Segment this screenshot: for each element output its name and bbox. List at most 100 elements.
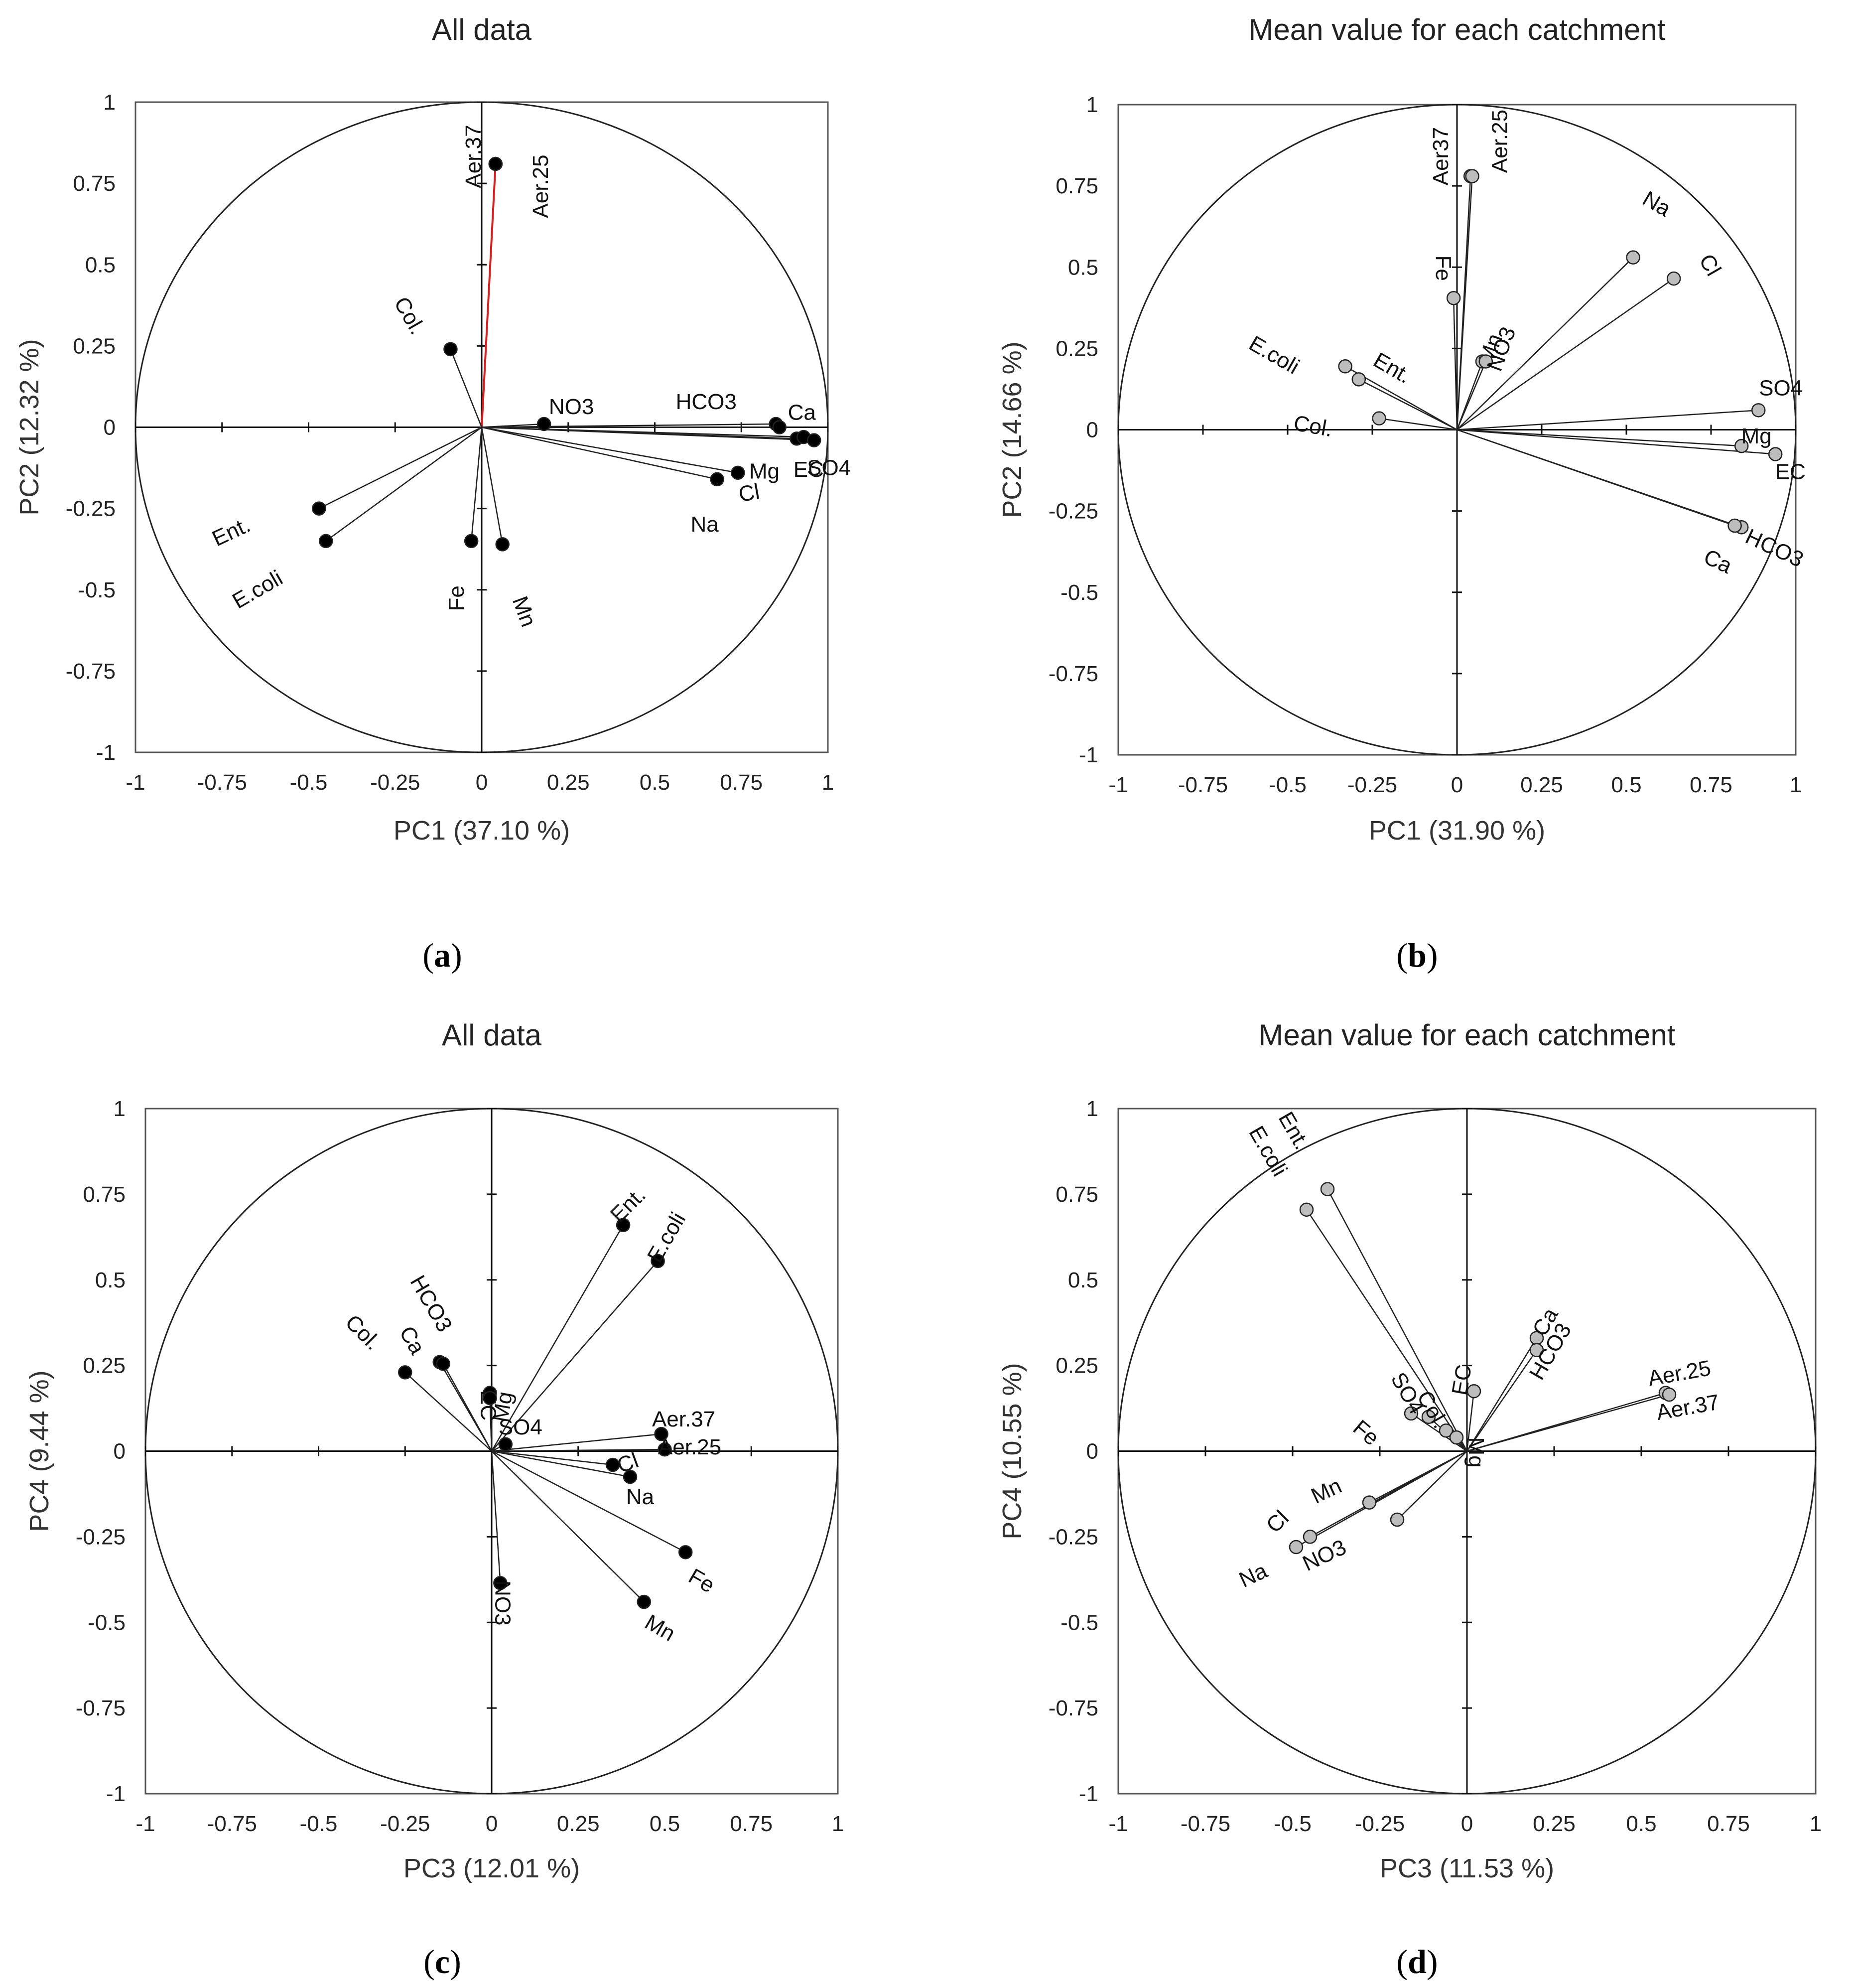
loading-vector bbox=[1456, 429, 1776, 455]
y-tick-label: 0.75 bbox=[83, 1182, 126, 1207]
y-tick-label: 0.25 bbox=[1056, 1354, 1098, 1378]
loading-vector bbox=[1456, 278, 1674, 430]
data-label: Na bbox=[626, 1485, 655, 1509]
y-tick-label: -0.5 bbox=[1060, 1610, 1098, 1635]
loading-vector bbox=[491, 1261, 659, 1452]
loading-vector bbox=[442, 1363, 493, 1452]
data-point bbox=[398, 1365, 412, 1380]
loading-vector bbox=[1306, 1209, 1468, 1452]
data-point bbox=[678, 1545, 693, 1560]
loading-vector bbox=[491, 1451, 501, 1583]
loading-vector bbox=[404, 1372, 492, 1452]
x-tick-label: 0.5 bbox=[650, 1812, 680, 1836]
chart-title: All data bbox=[432, 13, 532, 46]
x-tick-label: -0.5 bbox=[290, 770, 328, 795]
data-point bbox=[319, 534, 333, 549]
y-tick-label: -0.25 bbox=[1049, 1525, 1098, 1549]
data-point bbox=[536, 417, 551, 431]
data-point bbox=[436, 1356, 450, 1371]
data-point bbox=[1338, 359, 1352, 374]
x-tick-label: 0.5 bbox=[640, 770, 670, 795]
data-point bbox=[1751, 403, 1766, 418]
y-tick-label: 0 bbox=[114, 1439, 126, 1464]
data-point bbox=[498, 1437, 513, 1451]
data-point bbox=[1446, 290, 1461, 305]
loading-vector bbox=[489, 1398, 493, 1451]
x-tick-label: 0 bbox=[1451, 773, 1463, 797]
data-label: Aer.25 bbox=[1488, 110, 1512, 173]
loading-vector bbox=[1466, 1349, 1538, 1452]
data-point bbox=[637, 1594, 652, 1609]
x-tick-label: -0.25 bbox=[380, 1812, 430, 1836]
loading-vector bbox=[1453, 298, 1458, 430]
data-point bbox=[464, 534, 479, 549]
data-label: SO4 bbox=[499, 1415, 542, 1439]
y-tick-label: 0.25 bbox=[1056, 336, 1098, 361]
x-axis-label: PC3 (11.53 %) bbox=[1380, 1853, 1554, 1883]
data-point bbox=[443, 342, 458, 357]
y-tick-label: -1 bbox=[106, 1782, 126, 1806]
data-label: NO3 bbox=[490, 1580, 515, 1625]
x-tick-label: 0.25 bbox=[557, 1812, 600, 1836]
x-tick-label: -0.5 bbox=[300, 1812, 338, 1836]
data-point bbox=[1727, 518, 1742, 533]
data-label: HCO3 bbox=[676, 390, 737, 414]
loading-vector bbox=[1296, 1450, 1467, 1548]
x-tick-label: -0.25 bbox=[1347, 773, 1397, 797]
y-tick-label: 0.75 bbox=[73, 171, 116, 196]
y-tick-label: 1 bbox=[104, 90, 116, 115]
loading-vector bbox=[491, 1450, 686, 1553]
x-tick-label: 0.75 bbox=[730, 1812, 773, 1836]
data-label: Aer.37 bbox=[652, 1407, 715, 1431]
data-point bbox=[654, 1426, 668, 1441]
loading-vector bbox=[491, 1433, 662, 1452]
loading-vector bbox=[481, 426, 814, 441]
data-label: Fe bbox=[1431, 256, 1456, 281]
data-point bbox=[1303, 1530, 1318, 1544]
y-tick-label: 0.75 bbox=[1056, 1182, 1098, 1207]
data-label: Cl bbox=[737, 479, 761, 507]
x-tick-label: 1 bbox=[1810, 1812, 1822, 1836]
data-point bbox=[312, 501, 326, 516]
data-label: Fe bbox=[444, 585, 469, 611]
data-point bbox=[1372, 411, 1386, 426]
data-point bbox=[772, 420, 787, 434]
loading-vector bbox=[481, 427, 503, 545]
y-tick-label: -0.75 bbox=[76, 1696, 126, 1720]
loading-vector bbox=[470, 427, 483, 541]
y-tick-label: 0 bbox=[1086, 418, 1098, 442]
loading-vector bbox=[1456, 429, 1735, 527]
x-tick-label: -0.75 bbox=[1181, 1812, 1230, 1836]
data-label: Mg bbox=[1464, 1437, 1488, 1467]
data-point bbox=[1449, 1430, 1464, 1445]
data-label: Aer37 bbox=[1429, 127, 1453, 185]
data-point bbox=[806, 433, 821, 447]
data-point bbox=[1351, 372, 1366, 387]
data-label: SO4 bbox=[1759, 376, 1803, 400]
loading-vector bbox=[1466, 1337, 1538, 1452]
loading-vector bbox=[325, 426, 482, 542]
x-tick-label: -1 bbox=[135, 1812, 155, 1836]
y-tick-label: 1 bbox=[114, 1097, 126, 1121]
x-tick-label: -0.5 bbox=[1269, 773, 1307, 797]
y-tick-label: -0.25 bbox=[66, 497, 116, 521]
data-point bbox=[1662, 1387, 1677, 1402]
x-tick-label: -1 bbox=[126, 770, 145, 795]
loading-vector bbox=[1456, 429, 1742, 447]
data-point bbox=[493, 1575, 508, 1590]
data-label: SO4 bbox=[807, 456, 851, 480]
x-tick-label: 0 bbox=[1461, 1812, 1473, 1836]
y-tick-label: 0.5 bbox=[1068, 1268, 1098, 1292]
data-point bbox=[1289, 1540, 1304, 1555]
y-tick-label: 0.5 bbox=[95, 1268, 126, 1292]
chart-title: Mean value for each catchment bbox=[1248, 13, 1665, 46]
y-tick-label: -0.25 bbox=[76, 1525, 126, 1549]
x-axis-label: PC1 (37.10 %) bbox=[394, 816, 570, 846]
y-tick-label: -1 bbox=[96, 740, 116, 765]
y-tick-label: -0.75 bbox=[1049, 662, 1098, 686]
loading-vector bbox=[1411, 1413, 1467, 1452]
data-label: Mg bbox=[1741, 424, 1772, 448]
panel-caption: (b) bbox=[1396, 936, 1438, 974]
x-tick-label: -0.75 bbox=[1178, 773, 1228, 797]
